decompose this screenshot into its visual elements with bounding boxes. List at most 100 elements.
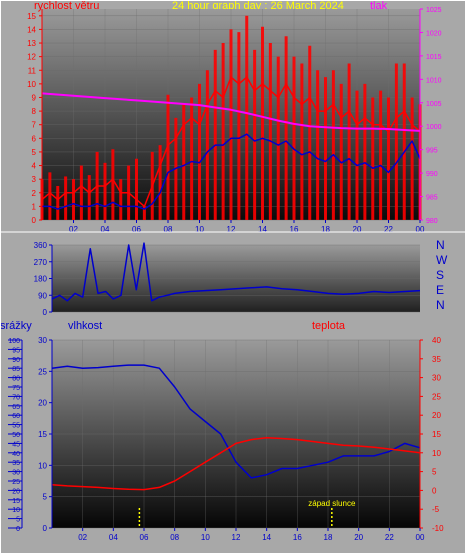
p1-ytick-right-label: 1010 — [426, 77, 442, 84]
p1-xtick-label: 08 — [164, 225, 173, 234]
p1-xtick-label: 04 — [101, 225, 110, 234]
p3-rain-tick-label: 40 — [12, 451, 20, 458]
p1-xtick-label: 06 — [132, 225, 141, 234]
p3-rain-tick-label: 20 — [12, 488, 20, 495]
p3-xtick-label: 16 — [293, 533, 302, 542]
p3-humidity-tick-label: 5 — [43, 493, 48, 502]
p3-rain-tick-label: 30 — [12, 470, 20, 477]
p1-ytick-left-label: 9 — [32, 93, 37, 102]
p3-temp-tick-label: 15 — [432, 430, 441, 439]
p3-temp-tick-label: 10 — [432, 449, 441, 458]
p1-ytick-left-label: 11 — [28, 66, 37, 75]
p3-xtick-label: 02 — [78, 533, 87, 542]
p3-humidity-tick-label: 30 — [38, 336, 47, 345]
p3-temp-tick-label: 25 — [432, 392, 441, 401]
p3-rain-tick-label: 90 — [12, 357, 20, 364]
p3-xtick-label: 12 — [232, 533, 241, 542]
p3-temp-tick-label: 20 — [432, 411, 441, 420]
p3-rain-tick-label: 55 — [12, 423, 20, 430]
p1-ytick-right-label: 995 — [426, 148, 438, 155]
p1-ytick-right-label: 1025 — [426, 7, 442, 14]
p3-xtick-label: 00 — [416, 533, 425, 542]
p3-temp-tick-label: 35 — [432, 355, 441, 364]
p1-ytick-right-label: 1000 — [426, 124, 442, 131]
compass-n-bottom: N — [436, 298, 445, 312]
p3-xtick-label: 22 — [385, 533, 394, 542]
compass-w: W — [436, 253, 448, 267]
p2-ytick-label: 270 — [34, 258, 48, 267]
p3-rain-tick-label: 80 — [12, 376, 20, 383]
bottom-header: srážky vlhkost teplota — [0, 320, 466, 334]
p1-ytick-right-label: 1005 — [426, 101, 442, 108]
p1-ytick-right-label: 1015 — [426, 54, 442, 61]
humidity-label: vlhkost — [68, 320, 103, 332]
p3-xtick-label: 10 — [201, 533, 210, 542]
p1-xtick-label: 12 — [227, 225, 236, 234]
p1-ytick-left-label: 4 — [32, 162, 37, 171]
p1-ytick-left-label: 2 — [32, 189, 37, 198]
p3-temp-tick-label: 5 — [432, 468, 437, 477]
p3-rain-tick-label: 65 — [12, 404, 20, 411]
p3-rain-tick-label: 15 — [12, 498, 20, 505]
p3-humidity-tick-label: 10 — [38, 461, 47, 470]
p2-ytick-label: 360 — [34, 241, 48, 250]
p1-ytick-left-label: 14 — [27, 25, 36, 34]
p1-ytick-left-label: 6 — [32, 134, 37, 143]
p1-ytick-right-label: 990 — [426, 171, 438, 178]
p3-rain-tick-label: 85 — [12, 366, 20, 373]
p3-humidity-tick-label: 20 — [38, 399, 47, 408]
temperature-line — [51, 437, 421, 491]
p1-xtick-label: 00 — [416, 225, 425, 234]
p1-ytick-left-label: 7 — [32, 121, 37, 130]
p1-xtick-label: 16 — [290, 225, 299, 234]
temperature-label: teplota — [312, 320, 346, 332]
wind-speed-line — [41, 76, 421, 208]
p1-ytick-left-label: 13 — [27, 39, 36, 48]
p1-ytick-left-label: 5 — [32, 148, 37, 157]
p3-rain-tick-label: 0 — [16, 526, 20, 533]
p3-rain-tick-label: 10 — [12, 507, 20, 514]
p1-ytick-left-label: 12 — [27, 53, 36, 62]
p1-ytick-right-label: 1020 — [426, 30, 442, 37]
p1-ytick-left-label: 15 — [27, 12, 36, 21]
p3-rain-tick-label: 25 — [12, 479, 20, 486]
p3-xtick-label: 14 — [262, 533, 271, 542]
p3-xtick-label: 04 — [109, 533, 118, 542]
p3-temp-tick-label: -5 — [432, 505, 440, 514]
sunset-annotation: západ slunce — [308, 499, 356, 508]
compass-e: E — [436, 283, 445, 297]
wind-avg-line — [42, 133, 421, 210]
p3-rain-tick-label: 35 — [12, 460, 20, 467]
p3-rain-tick-label: 95 — [12, 347, 20, 354]
p1-xtick-label: 02 — [69, 225, 78, 234]
p1-xtick-label: 22 — [384, 225, 393, 234]
p1-ytick-left-label: 3 — [32, 175, 37, 184]
p3-rain-tick-label: 50 — [12, 432, 20, 439]
p2-ytick-label: 0 — [43, 308, 48, 317]
p3-temp-tick-label: 0 — [432, 486, 437, 495]
p1-xtick-label: 14 — [258, 225, 267, 234]
p3-humidity-tick-label: 25 — [38, 367, 47, 376]
p3-xtick-label: 06 — [140, 533, 149, 542]
p3-temp-tick-label: 30 — [432, 374, 441, 383]
p3-xtick-label: 08 — [170, 533, 179, 542]
p1-xtick-label: 20 — [353, 225, 362, 234]
p1-xtick-label: 18 — [321, 225, 330, 234]
compass-n-top: N — [436, 238, 445, 252]
p3-rain-tick-label: 70 — [12, 394, 20, 401]
p1-ytick-left-label: 8 — [32, 107, 37, 116]
p3-xtick-label: 18 — [324, 533, 333, 542]
p2-ytick-label: 90 — [38, 291, 47, 300]
p3-rain-tick-label: 60 — [12, 413, 20, 420]
p3-rain-tick-label: 100 — [8, 338, 20, 345]
p1-ytick-left-label: 1 — [32, 202, 37, 211]
wind-direction-line — [51, 242, 421, 302]
p1-ytick-right-label: 980 — [426, 218, 438, 225]
p2-ytick-label: 180 — [34, 275, 48, 284]
p3-rain-tick-label: 5 — [16, 517, 20, 524]
compass-s: S — [436, 268, 445, 282]
p3-xtick-label: 20 — [354, 533, 363, 542]
humidity-line — [51, 364, 421, 479]
compass-labels: N W S E N — [428, 238, 448, 318]
